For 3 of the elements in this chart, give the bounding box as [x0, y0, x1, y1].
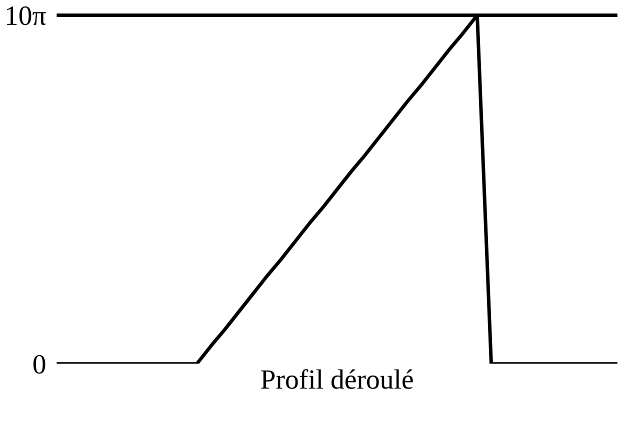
y-tick-label: 10π — [6, 6, 46, 26]
x-axis-title: Profil déroulé — [261, 369, 413, 389]
y-tick-label: 0 — [33, 354, 46, 374]
